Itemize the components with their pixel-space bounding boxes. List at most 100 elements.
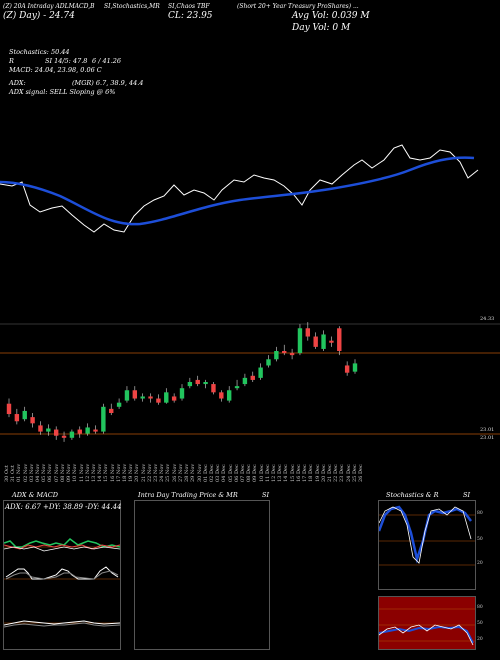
date-tick-label: 06 Dec: [233, 464, 240, 482]
intraday-panel: [134, 500, 270, 650]
candle-body: [337, 328, 342, 351]
macd-stat: MACD: 24.04, 23.98, 0.06 C: [9, 66, 102, 74]
stoch-axis-20: 20: [477, 561, 483, 566]
candle-body: [258, 367, 263, 378]
date-tick-label: 25 Nov: [165, 463, 172, 482]
header-indicators: (Z) 20A Intraday ADLMACD,B: [3, 3, 95, 10]
price-label-low2: 23.01: [480, 435, 495, 441]
price-label-low1: 23.01: [480, 427, 495, 433]
date-tick-label: 16 Nov: [109, 463, 116, 482]
candle-body: [53, 429, 59, 436]
candle-body: [289, 353, 295, 356]
date-tick-label: 26 Dec: [358, 464, 364, 482]
rsi-axis-50: 50: [477, 621, 483, 626]
candle-body: [234, 386, 240, 389]
date-tick-label: 17 Nov: [115, 463, 122, 482]
date-tick-label: 26 Nov: [171, 463, 178, 482]
stoch-panel-title: Stochastics & R: [386, 491, 439, 499]
candle-body: [266, 359, 271, 366]
date-tick-label: 27 Nov: [177, 463, 184, 482]
date-tick-label: 21 Nov: [140, 463, 147, 482]
price-line-white: [0, 144, 479, 233]
candle-body: [329, 340, 334, 343]
date-tick-label: 10 Dec: [258, 464, 265, 482]
candle-body: [77, 429, 82, 434]
adx-signal: ADX signal: SELL Sloping @ 6%: [9, 88, 116, 96]
header-code: SI,Chaos TBF: [168, 3, 210, 10]
candle-body: [226, 390, 232, 401]
date-tick-label: 29 Nov: [190, 463, 197, 482]
date-tick-label: 15 Dec: [289, 464, 296, 482]
candle-body: [6, 403, 12, 415]
date-tick-label: 07 Nov: [53, 463, 60, 482]
rsi-axis-80: 80: [477, 605, 483, 610]
date-tick-label: 12 Nov: [84, 463, 91, 482]
ema-line-blue: [0, 156, 475, 226]
candle-body: [274, 351, 279, 360]
candle-body: [321, 334, 326, 349]
candle-body: [116, 402, 122, 407]
stoch-axis-80: 80: [477, 511, 483, 516]
close-price: CL: 23.95: [168, 11, 213, 21]
date-tick-label: 03 Nov: [28, 463, 35, 482]
candle-body: [132, 390, 138, 399]
adx-values: ADX: 6.67 +DY: 38.89 -DY: 44.44: [5, 503, 122, 511]
date-tick-label: 01 Nov: [16, 463, 23, 482]
date-tick-label: 05 Dec: [227, 464, 234, 482]
adx-label: ADX:: [9, 79, 26, 87]
date-tick-label: 20 Dec: [320, 464, 327, 482]
date-tick-label: 15 Nov: [103, 463, 110, 482]
candle-body: [46, 428, 51, 432]
intraday-panel-si: SI: [262, 491, 270, 499]
date-tick-label: 10 Nov: [72, 463, 79, 482]
avg-volume: Avg Vol: 0.039 M: [292, 11, 370, 21]
candle-body: [38, 425, 43, 432]
date-tick-label: 04 Dec: [221, 464, 228, 482]
candle-body: [69, 431, 75, 438]
date-tick-label: 08 Nov: [59, 463, 66, 482]
stochastics-panel: 80 50 20: [378, 500, 483, 590]
rsi-axis-20: 20: [477, 637, 483, 642]
date-tick-label: 06 Nov: [47, 463, 54, 482]
candle-body: [22, 410, 27, 420]
intraday-panel-title: Intra Day Trading Price & MR: [138, 491, 238, 499]
date-tick-label: 09 Dec: [252, 464, 259, 482]
candle-body: [297, 328, 303, 354]
candle-body: [179, 388, 185, 399]
adx-panel-title: ADX & MACD: [12, 491, 58, 499]
date-tick-label: 01 Dec: [202, 464, 209, 482]
candle-body: [85, 427, 90, 434]
candle-body: [250, 375, 255, 380]
date-tick-label: 24 Dec: [345, 464, 352, 482]
date-tick-label: 18 Dec: [308, 464, 315, 482]
rsi-stat: SI 14/5: 47.8: [45, 57, 88, 65]
adx-lines: [4, 538, 120, 628]
stoch-panel-si: SI: [463, 491, 471, 499]
date-tick-label: 30 Nov: [196, 463, 203, 482]
date-tick-label: 20 Nov: [134, 463, 141, 482]
candle-body: [203, 382, 208, 385]
candle-body: [344, 365, 350, 373]
date-tick-label: 11 Nov: [78, 463, 85, 482]
stoch-axis-50: 50: [477, 537, 483, 542]
candle-body: [164, 392, 169, 403]
candle-body: [124, 390, 130, 401]
candlestick-series: [6, 322, 358, 442]
date-tick-label: 16 Dec: [295, 464, 302, 482]
day-volume: Day Vol: 0 M: [292, 23, 351, 33]
candle-body: [61, 435, 67, 438]
candle-body: [171, 396, 177, 401]
date-tick-label: 19 Dec: [314, 464, 321, 482]
stochastics-stat: Stochastics: 50.44: [9, 48, 70, 56]
date-tick-label: 23 Dec: [339, 464, 346, 482]
adx-mgr: (MGR) 6.7, 38.9, 44.4: [72, 79, 144, 87]
candle-body: [195, 379, 200, 385]
rsi-label: R: [9, 57, 14, 65]
candle-body: [156, 398, 161, 403]
price-label-high: 24.33: [480, 316, 495, 322]
candle-body: [219, 392, 224, 399]
candle-body: [211, 384, 216, 393]
adx-panel: ADX: 6.67 +DY: 38.89 -DY: 44.44: [3, 500, 121, 650]
candle-body: [305, 328, 311, 337]
